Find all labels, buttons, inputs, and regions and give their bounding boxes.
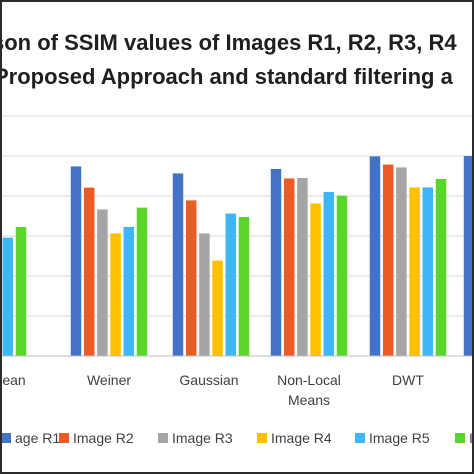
x-tick-labels: ean Weiner Gaussian Non-Local Means DWT [2,372,424,408]
legend-item: age R1 [2,430,60,446]
bar [136,207,148,356]
x-tick-label: Gaussian [179,372,238,388]
legend-label: Image R3 [172,430,233,446]
bar [336,195,348,356]
bar [225,213,237,356]
bars [2,156,472,356]
bar [396,167,407,356]
bar [172,173,184,356]
bar [283,178,295,356]
chart-title-line-2: Proposed Approach and standard filtering… [0,64,453,89]
bar [2,237,14,356]
bar [110,233,121,356]
bar [212,260,223,356]
bar [422,187,434,356]
legend: age R1 Image R2 Image R3 Image R4 Image R5 Im [2,430,474,446]
bar [238,217,250,356]
legend-label: Image R4 [271,430,332,446]
bar [310,203,321,356]
x-tick-label: ean [2,372,25,388]
bar [297,178,308,356]
bar [323,192,335,356]
legend-item: Image R2 [59,430,134,446]
legend-swatch [59,433,69,443]
chart-title-line-1: son of SSIM values of Images R1, R2, R3,… [0,30,457,55]
legend-label: Im [469,430,474,446]
bar [199,233,210,356]
legend-label: age R1 [15,430,60,446]
bar [70,166,82,356]
legend-label: Image R2 [73,430,134,446]
legend-label: Image R5 [369,430,430,446]
legend-swatch [355,433,365,443]
legend-item: Image R3 [158,430,233,446]
bar [463,156,472,356]
legend-swatch [455,433,465,443]
legend-item: Image R4 [257,430,332,446]
legend-swatch [2,433,11,443]
x-tick-label: Weiner [87,372,131,388]
bar [409,187,420,356]
legend-swatch [257,433,267,443]
bar [369,156,381,356]
bar [185,200,197,356]
bar [15,227,27,356]
bar [435,179,447,356]
bar [97,209,108,356]
x-tick-label: Non-Local [277,372,341,388]
bar [382,164,394,356]
legend-item: Im [455,430,474,446]
x-tick-label: Means [288,392,330,408]
x-tick-label: DWT [392,372,424,388]
bar [123,227,135,356]
legend-item: Image R5 [355,430,430,446]
bar [83,187,95,356]
legend-swatch [158,433,168,443]
bar [270,169,282,356]
